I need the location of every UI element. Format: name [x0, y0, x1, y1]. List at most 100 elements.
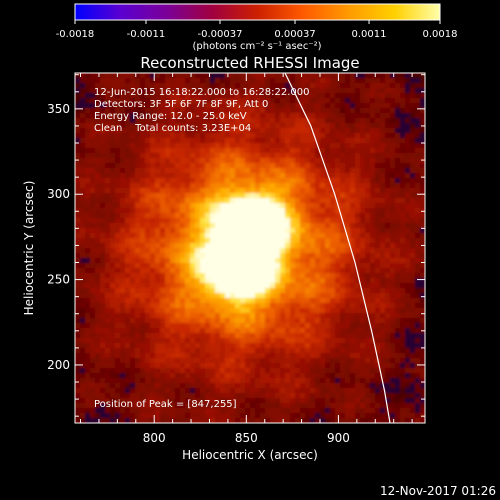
heatmap-cell [200, 393, 206, 399]
heatmap-cell [125, 193, 131, 199]
heatmap-cell [365, 353, 371, 359]
heatmap-cell [290, 128, 296, 134]
heatmap-cell [245, 113, 251, 119]
heatmap-cell [100, 258, 106, 264]
heatmap-cell [285, 163, 291, 169]
heatmap-cell [245, 258, 251, 264]
heatmap-cell [150, 108, 156, 114]
heatmap-cell [95, 288, 101, 294]
heatmap-cell [325, 303, 331, 309]
heatmap-cell [140, 398, 146, 404]
heatmap-cell [100, 293, 106, 299]
heatmap-cell [280, 393, 286, 399]
heatmap-cell [375, 93, 381, 99]
heatmap-cell [290, 218, 296, 224]
heatmap-cell [355, 313, 361, 319]
heatmap-cell [345, 73, 351, 79]
heatmap-cell [295, 93, 301, 99]
heatmap-cell [280, 173, 286, 179]
heatmap-cell [115, 208, 121, 214]
heatmap-cell [410, 108, 416, 114]
heatmap-cell [215, 283, 221, 289]
heatmap-cell [180, 98, 186, 104]
heatmap-cell [385, 353, 391, 359]
heatmap-cell [210, 373, 216, 379]
heatmap-cell [230, 183, 236, 189]
heatmap-cell [160, 108, 166, 114]
heatmap-cell [260, 353, 266, 359]
heatmap-cell [185, 198, 191, 204]
heatmap-cell [300, 143, 306, 149]
heatmap-cell [415, 368, 421, 374]
heatmap-cell [125, 358, 131, 364]
heatmap-cell [360, 143, 366, 149]
heatmap-cell [410, 273, 416, 279]
heatmap-cell [280, 348, 286, 354]
heatmap-cell [220, 113, 226, 119]
heatmap-cell [240, 358, 246, 364]
heatmap-cell [140, 383, 146, 389]
heatmap-cell [205, 83, 211, 89]
heatmap-cell [385, 233, 391, 239]
heatmap-cell [290, 83, 296, 89]
heatmap-cell [235, 403, 241, 409]
heatmap-cell [265, 128, 271, 134]
heatmap-cell [240, 158, 246, 164]
heatmap-cell [350, 203, 356, 209]
heatmap-cell [195, 203, 201, 209]
heatmap-cell [130, 353, 136, 359]
heatmap-cell [210, 113, 216, 119]
heatmap-cell [420, 233, 425, 239]
heatmap-cell [390, 258, 396, 264]
heatmap-cell [195, 228, 201, 234]
heatmap-cell [335, 293, 341, 299]
heatmap-cell [410, 398, 416, 404]
heatmap-cell [150, 123, 156, 129]
heatmap-cell [115, 398, 121, 404]
heatmap-cell [80, 118, 86, 124]
heatmap-cell [100, 343, 106, 349]
heatmap-cell [380, 258, 386, 264]
heatmap-cell [320, 203, 326, 209]
heatmap-cell [415, 108, 421, 114]
heatmap-cell [195, 93, 201, 99]
heatmap-cell [410, 343, 416, 349]
heatmap-cell [140, 263, 146, 269]
heatmap-cell [125, 138, 131, 144]
heatmap-cell [255, 308, 261, 314]
heatmap-cell [250, 93, 256, 99]
heatmap-cell [240, 363, 246, 369]
heatmap-cell [260, 248, 266, 254]
heatmap-cell [375, 418, 381, 423]
heatmap-cell [355, 413, 361, 419]
heatmap-cell [335, 88, 341, 94]
heatmap-cell [250, 383, 256, 389]
heatmap-cell [235, 318, 241, 324]
heatmap-cell [255, 178, 261, 184]
heatmap-cell [120, 358, 126, 364]
heatmap-cell [315, 128, 321, 134]
heatmap-cell [265, 183, 271, 189]
heatmap-cell [340, 103, 346, 109]
heatmap-cell [365, 263, 371, 269]
heatmap-cell [300, 158, 306, 164]
heatmap-cell [310, 98, 316, 104]
heatmap-cell [125, 188, 131, 194]
heatmap-cell [210, 233, 216, 239]
heatmap-cell [250, 123, 256, 129]
heatmap-cell [370, 153, 376, 159]
heatmap-cell [80, 88, 86, 94]
heatmap-cell [355, 158, 361, 164]
heatmap-cell [165, 228, 171, 234]
heatmap-cell [205, 283, 211, 289]
heatmap-cell [270, 348, 276, 354]
heatmap-cell [135, 88, 141, 94]
heatmap-cell [120, 198, 126, 204]
heatmap-cell [240, 238, 246, 244]
heatmap-cell [180, 158, 186, 164]
heatmap-cell [110, 298, 116, 304]
heatmap-cell [180, 78, 186, 84]
heatmap-cell [225, 198, 231, 204]
heatmap-cell [165, 273, 171, 279]
heatmap-cell [95, 353, 101, 359]
